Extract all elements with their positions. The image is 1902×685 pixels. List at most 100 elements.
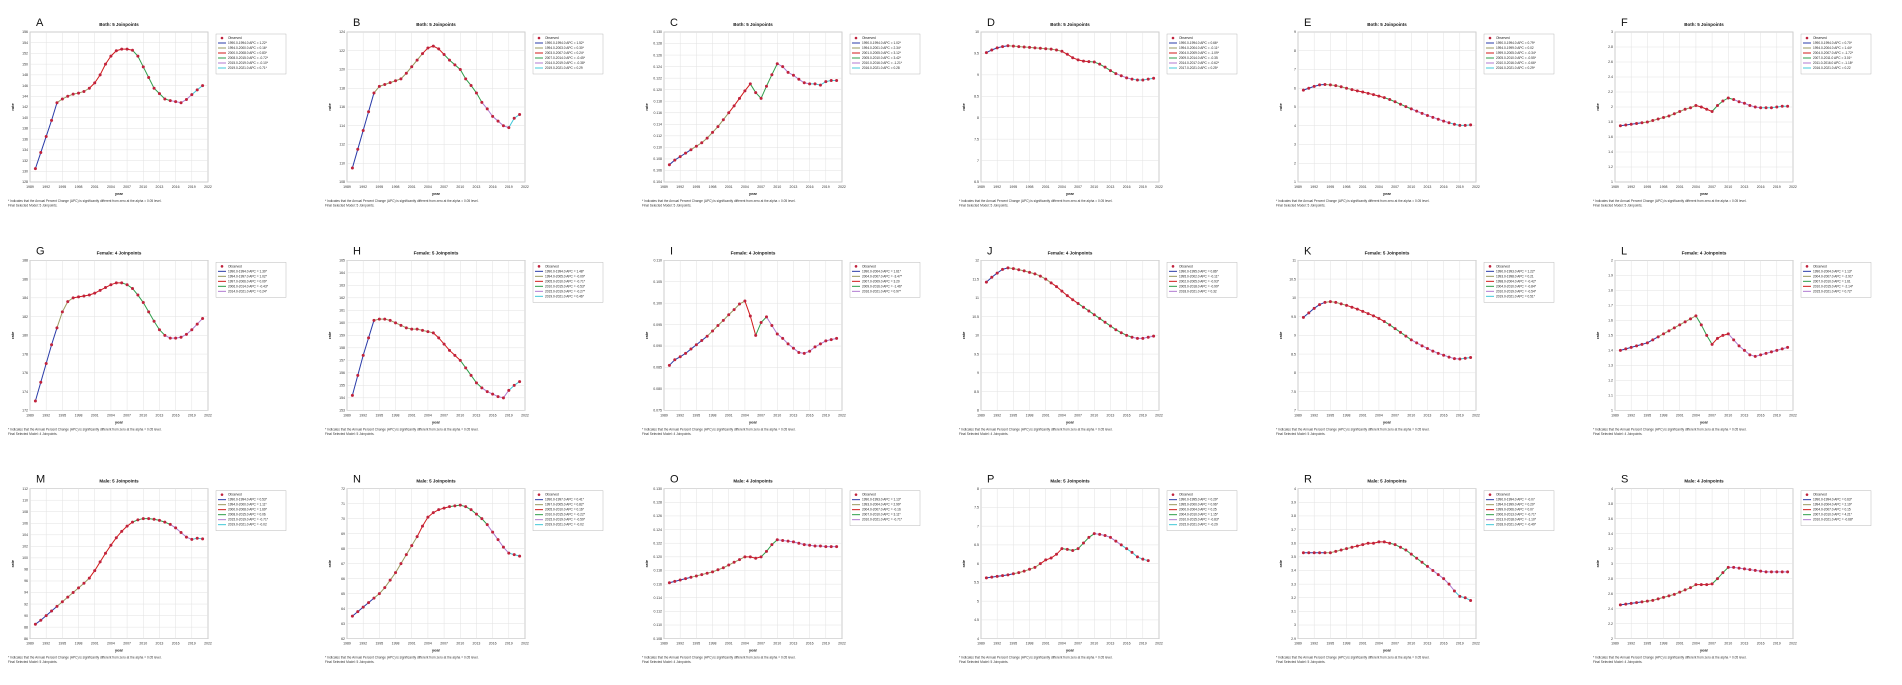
observed-point xyxy=(1323,83,1327,86)
legend-box xyxy=(1800,33,1872,75)
y-tick-label: 3 xyxy=(1294,143,1296,147)
y-tick-label: 10 xyxy=(975,334,979,338)
observed-point xyxy=(1458,594,1462,598)
observed-point xyxy=(77,295,81,299)
observed-point xyxy=(1442,577,1446,581)
observed-point xyxy=(1017,571,1021,575)
observed-point xyxy=(469,373,473,377)
observed-point xyxy=(1651,338,1655,342)
observed-point xyxy=(367,601,371,605)
x-tick-label: 2019 xyxy=(822,642,830,646)
observed-point xyxy=(184,332,188,336)
observed-point xyxy=(824,339,828,343)
x-tick-label: 2022 xyxy=(838,413,846,417)
y-tick-label: 68 xyxy=(341,547,345,551)
x-tick-label: 2013 xyxy=(790,413,798,417)
observed-point xyxy=(1726,96,1730,100)
observed-point xyxy=(1683,107,1687,111)
x-tick-label: 2001 xyxy=(1359,413,1367,417)
y-tick-label: 3 xyxy=(1611,562,1613,566)
y-tick-label: 65 xyxy=(341,592,345,596)
legend-entry: 1990.0-2004.0 APC = 1.61* xyxy=(862,269,902,273)
observed-point xyxy=(1759,353,1763,357)
observed-point xyxy=(1463,596,1467,600)
observed-point xyxy=(764,549,768,553)
observed-point xyxy=(1001,267,1005,271)
x-tick-label: 2019 xyxy=(822,185,830,189)
legend-entry: 1994.0-1999.0 APC = 0.20* xyxy=(1496,503,1536,507)
observed-point xyxy=(1087,60,1091,64)
observed-point xyxy=(1038,562,1042,566)
x-tick-label: 1992 xyxy=(42,642,50,646)
x-tick-label: 2019 xyxy=(188,185,196,189)
observed-point xyxy=(184,98,188,101)
x-tick-label: 2001 xyxy=(1359,185,1367,189)
observed-point xyxy=(1130,550,1134,554)
legend-entry: 2016.0-2021.0 APC = 0.22 xyxy=(1813,66,1851,70)
y-tick-label: 70 xyxy=(341,517,345,521)
observed-point xyxy=(356,373,360,377)
observed-point xyxy=(44,614,48,618)
legend-entry: 2010.0-2021.0 APC = -0.71* xyxy=(862,518,903,522)
y-tick-label: 90 xyxy=(24,614,28,618)
observed-point xyxy=(1339,302,1343,306)
observed-point xyxy=(1764,570,1768,574)
observed-point xyxy=(152,517,156,521)
y-tick-label: 98 xyxy=(24,568,28,572)
footnote-text: Final Selected Model: 5 Joinpoints. xyxy=(8,660,58,664)
observed-point xyxy=(743,555,747,559)
legend-entry: 2000.0-2004.0 APC = 0.25 xyxy=(1179,508,1217,512)
x-tick-label: 1989 xyxy=(1611,185,1619,189)
legend-entry: 1997.0-2005.0 APC = 0.82* xyxy=(545,503,585,507)
observed-point xyxy=(87,576,91,580)
observed-point xyxy=(114,281,118,285)
x-tick-label: 2013 xyxy=(473,413,481,417)
y-tick-label: 8.5 xyxy=(1291,352,1296,356)
observed-point xyxy=(421,524,425,528)
legend-entry: 2016.0-2021.0 APC = 0.29* xyxy=(1496,66,1536,70)
x-tick-label: 2007 xyxy=(1391,413,1399,417)
legend-entry: 2015.0-2021.0 APC = -0.29 xyxy=(1179,523,1218,527)
y-tick-label: 163 xyxy=(339,284,345,288)
observed-point xyxy=(1071,56,1075,60)
observed-point xyxy=(104,62,108,66)
y-tick-label: 136 xyxy=(22,137,28,141)
footnote-text: * Indicates that the Annual Percent Chan… xyxy=(325,656,479,660)
observed-point xyxy=(1001,45,1005,49)
observed-point xyxy=(501,396,505,400)
y-tick-label: 63 xyxy=(341,622,345,626)
observed-point xyxy=(469,83,473,87)
observed-point xyxy=(802,351,806,355)
footnote-text: Final Selected Model: 5 Joinpoints. xyxy=(325,204,375,208)
observed-point xyxy=(1087,309,1091,313)
x-tick-label: 2013 xyxy=(1424,185,1432,189)
observed-point xyxy=(1780,347,1784,351)
x-tick-label: 1995 xyxy=(1009,642,1017,646)
observed-point xyxy=(824,80,828,84)
observed-point xyxy=(1081,541,1085,545)
y-tick-label: 11 xyxy=(1292,259,1296,263)
x-tick-label: 2013 xyxy=(1107,642,1115,646)
observed-point xyxy=(1017,268,1021,272)
observed-point xyxy=(1135,555,1139,559)
legend-entry: 2007.0-2014.0 APC = -0.45* xyxy=(545,56,586,60)
footnote-text: Final Selected Model: 5 Joinpoints. xyxy=(1276,432,1326,436)
observed-point xyxy=(1715,104,1719,107)
observed-point xyxy=(1775,105,1779,109)
x-tick-label: 2004 xyxy=(424,185,432,189)
x-axis-label: year xyxy=(1066,419,1075,424)
x-tick-label: 2016 xyxy=(1123,642,1131,646)
observed-point xyxy=(1141,557,1145,561)
y-tick-label: 3.5 xyxy=(1291,555,1296,559)
observed-point xyxy=(82,89,86,93)
y-tick-label: 8 xyxy=(1294,49,1296,53)
observed-point xyxy=(732,560,736,564)
y-tick-label: 162 xyxy=(339,296,345,300)
legend-entry: 2007.0-2010.0 APC = 3.11* xyxy=(862,513,901,517)
y-tick-label: 188 xyxy=(22,259,28,263)
observed-point xyxy=(667,581,671,585)
observed-point xyxy=(786,70,790,74)
x-tick-label: 2019 xyxy=(505,185,513,189)
observed-point xyxy=(136,518,140,522)
observed-point xyxy=(1028,45,1032,49)
